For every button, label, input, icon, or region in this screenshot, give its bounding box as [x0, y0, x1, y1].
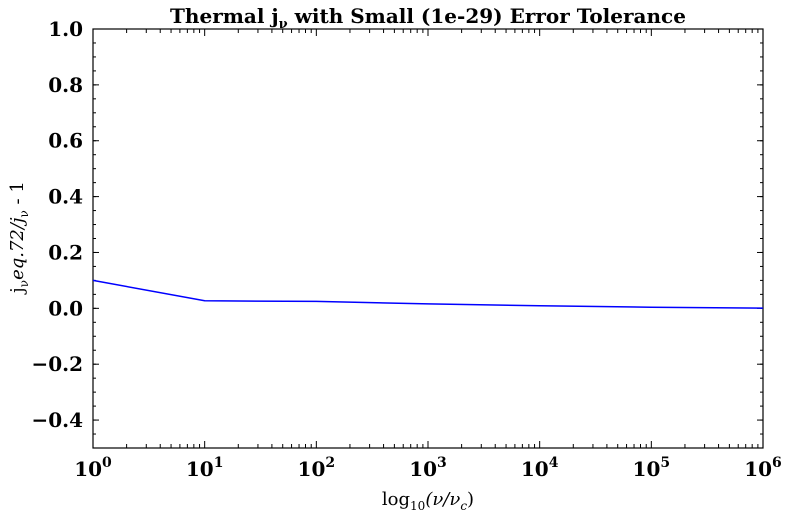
y-tick-label: 0.2 [48, 240, 83, 264]
y-tick-label: 0.4 [48, 185, 83, 209]
x-tick-label: 106 [744, 455, 782, 481]
y-axis-label-end: - 1 [7, 181, 28, 210]
y-tick-label: −0.4 [31, 408, 83, 432]
x-axis-label: log10(ν/νc) [382, 489, 474, 513]
y-axis-ticks: −0.4 −0.2 0.0 0.2 0.4 0.6 0.8 1.0 [31, 17, 763, 449]
x-tick-label: 100 [74, 455, 112, 481]
series-layer [92, 279, 764, 309]
y-axis-label-mid: eq.72/j [7, 217, 28, 280]
x-axis-label-nu-sub: c [460, 499, 467, 513]
plot-area [92, 28, 764, 449]
x-axis-label-log-sub: 10 [410, 499, 425, 513]
x-tick-label: 102 [298, 455, 336, 481]
x-axis-label-close: ) [467, 489, 474, 510]
y-tick-label: 0.6 [48, 129, 83, 153]
chart-title-sub: ν [279, 17, 288, 32]
chart-title-pre: Thermal j [170, 4, 279, 28]
chart-title: Thermal jν with Small (1e-29) Error Tole… [170, 4, 686, 32]
y-tick-label: −0.2 [31, 352, 83, 376]
series-line-0 [92, 279, 764, 309]
y-axis-label-j1: j [7, 287, 28, 295]
y-tick-label: 0.0 [48, 296, 83, 320]
x-tick-label: 101 [186, 455, 224, 481]
y-tick-label: 0.8 [48, 73, 83, 97]
y-axis-label-sub1: ν [17, 280, 31, 287]
y-axis-label: jνeq.72/jν - 1 [7, 181, 31, 295]
y-axis-label-sub2: ν [17, 210, 31, 217]
y-tick-label: 1.0 [48, 17, 83, 41]
x-tick-label: 103 [409, 455, 447, 481]
x-axis-label-open: (ν/ν [425, 489, 460, 510]
x-tick-label: 104 [521, 455, 559, 481]
chart-title-post: with Small (1e-29) Error Tolerance [288, 4, 686, 28]
x-axis-label-log: log [382, 489, 410, 510]
x-axis-ticks: 100 101 102 103 104 105 106 [74, 29, 782, 481]
plot-frame [92, 28, 764, 449]
x-tick-label: 105 [633, 455, 671, 481]
